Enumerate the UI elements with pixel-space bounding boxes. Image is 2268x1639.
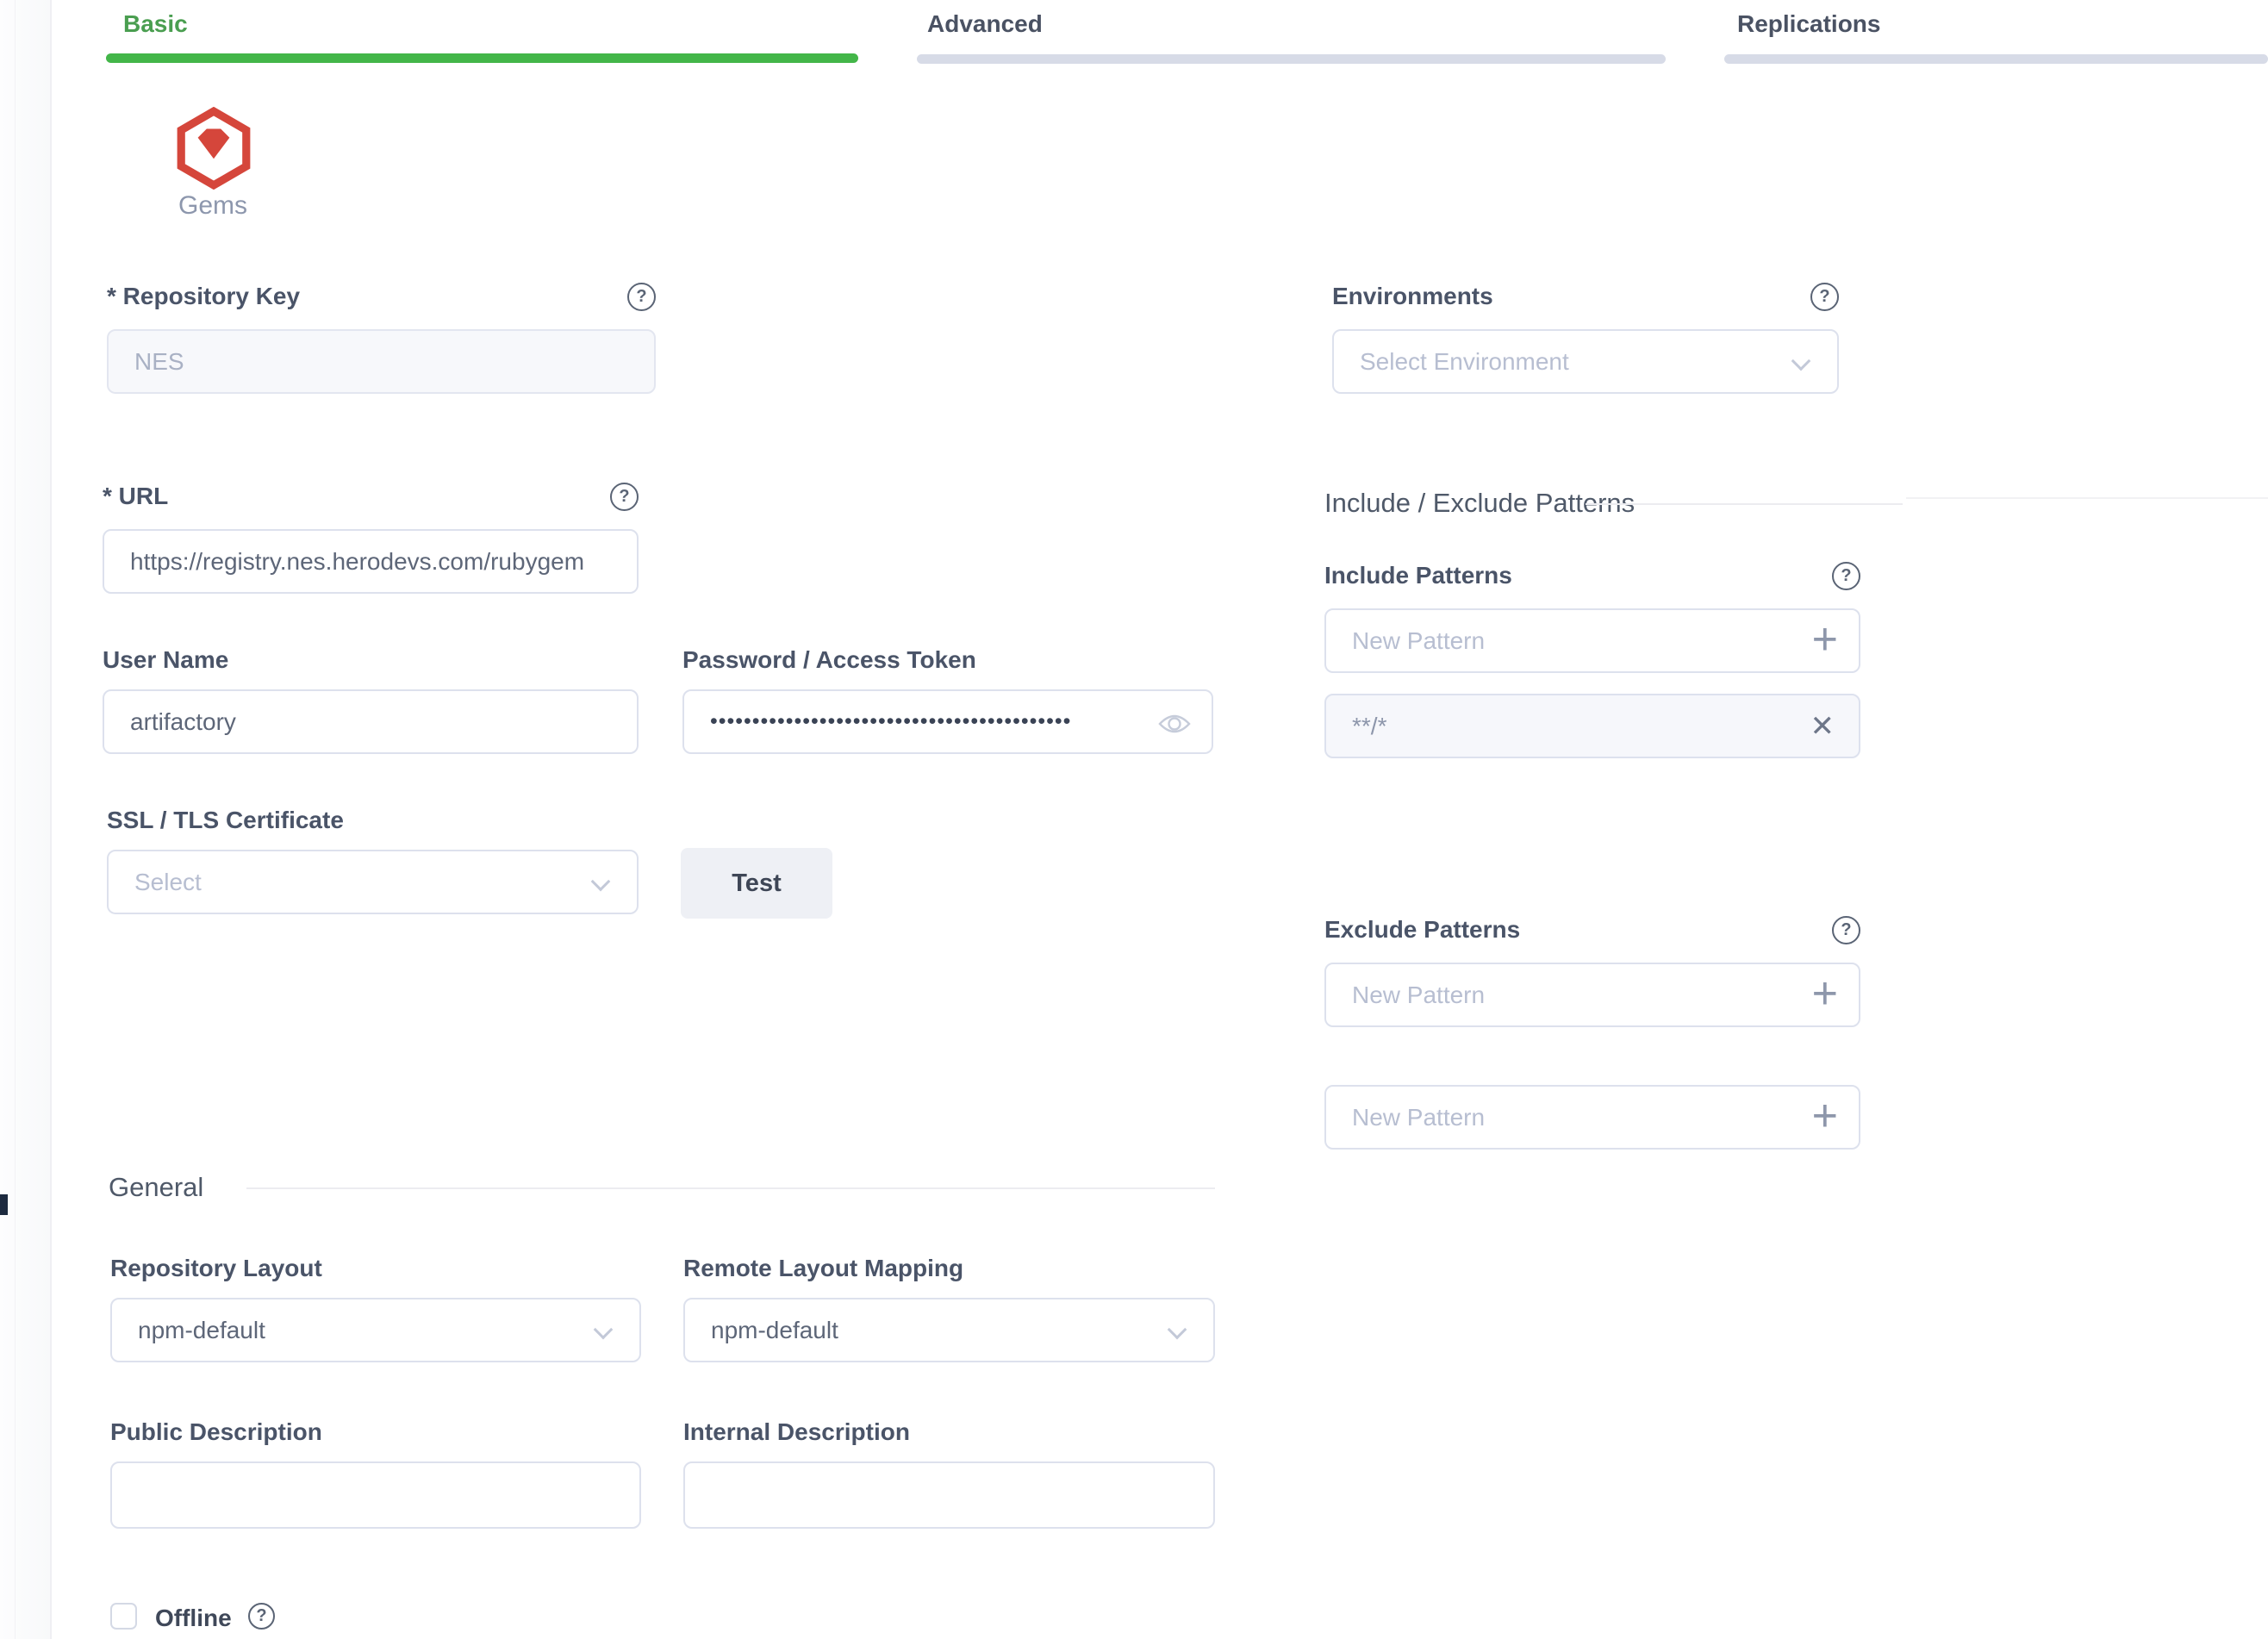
repository-layout-value: npm-default bbox=[138, 1316, 265, 1343]
tab-replications-underline bbox=[1724, 54, 2268, 64]
gutter-divider bbox=[15, 0, 16, 1639]
ssl-certificate-field: SSL / TLS Certificate Select bbox=[107, 805, 639, 914]
repository-layout-label: Repository Layout bbox=[110, 1255, 322, 1281]
remote-layout-mapping-label: Remote Layout Mapping bbox=[683, 1255, 964, 1281]
public-description-label: Public Description bbox=[110, 1418, 322, 1445]
repository-layout-select[interactable]: npm-default bbox=[110, 1298, 641, 1362]
offline-help-icon[interactable]: ? bbox=[248, 1603, 275, 1630]
chevron-down-icon bbox=[1791, 351, 1811, 371]
offline-label: Offline bbox=[155, 1605, 232, 1631]
password-label: Password / Access Token bbox=[682, 646, 976, 673]
background-element-fragment bbox=[0, 1194, 8, 1215]
include-patterns-field: Include Patterns ? + **/* ✕ bbox=[1324, 560, 1860, 758]
test-button[interactable]: Test bbox=[681, 848, 832, 919]
internal-description-input[interactable] bbox=[683, 1461, 1215, 1529]
user-name-field: User Name bbox=[103, 645, 639, 754]
environments-field: Environments ? Select Environment bbox=[1332, 281, 1839, 394]
repository-key-input-wrap bbox=[107, 329, 656, 394]
chevron-down-icon bbox=[1167, 1319, 1187, 1340]
offline-checkbox[interactable] bbox=[110, 1603, 137, 1630]
gems-package-icon bbox=[175, 106, 252, 194]
exclude-patterns-label: Exclude Patterns bbox=[1324, 916, 1521, 943]
environments-select[interactable]: Select Environment bbox=[1332, 329, 1839, 394]
repository-layout-field: Repository Layout npm-default bbox=[110, 1253, 641, 1362]
exclude-pattern-new-input-2[interactable] bbox=[1352, 1103, 1833, 1131]
remote-layout-mapping-select[interactable]: npm-default bbox=[683, 1298, 1215, 1362]
repository-key-input bbox=[134, 347, 628, 376]
url-input[interactable] bbox=[130, 547, 611, 576]
user-name-input[interactable] bbox=[130, 707, 611, 736]
remote-layout-mapping-field: Remote Layout Mapping npm-default bbox=[683, 1253, 1215, 1362]
public-description-field: Public Description bbox=[110, 1417, 641, 1533]
include-pattern-new-wrap: + bbox=[1324, 608, 1860, 673]
ssl-certificate-select[interactable]: Select bbox=[107, 850, 639, 914]
environments-label: Environments bbox=[1332, 283, 1493, 309]
add-include-pattern-icon[interactable]: + bbox=[1811, 614, 1838, 664]
public-description-input[interactable] bbox=[110, 1461, 641, 1529]
tab-advanced[interactable]: Advanced bbox=[927, 10, 1043, 37]
password-input-wrap: ••••••••••••••••••••••••••••••••••••••••… bbox=[682, 689, 1213, 754]
tab-basic[interactable]: Basic bbox=[123, 10, 188, 37]
url-input-wrap bbox=[103, 529, 639, 594]
password-field: Password / Access Token ••••••••••••••••… bbox=[682, 645, 1213, 754]
chevron-down-icon bbox=[590, 871, 611, 892]
user-name-input-wrap bbox=[103, 689, 639, 754]
exclude-pattern-new-input[interactable] bbox=[1352, 981, 1833, 1009]
user-name-label: User Name bbox=[103, 646, 229, 673]
package-type-label: Gems bbox=[178, 191, 247, 220]
add-exclude-pattern-icon[interactable]: + bbox=[1811, 968, 1838, 1019]
add-exclude-pattern-icon-2[interactable]: + bbox=[1811, 1090, 1838, 1141]
include-pattern-item: **/* ✕ bbox=[1324, 694, 1860, 758]
repository-key-label: * Repository Key bbox=[107, 283, 301, 309]
include-pattern-item-value: **/* bbox=[1352, 712, 1387, 739]
exclude-pattern-new-wrap: + bbox=[1324, 963, 1860, 1027]
page-left-gutter bbox=[0, 0, 52, 1639]
environments-placeholder: Select Environment bbox=[1360, 347, 1569, 375]
include-exclude-divider-right bbox=[1906, 497, 2268, 499]
remove-include-pattern-icon[interactable]: ✕ bbox=[1810, 709, 1835, 743]
ssl-certificate-placeholder: Select bbox=[134, 868, 202, 895]
exclude-pattern-new-wrap-2: + bbox=[1324, 1085, 1860, 1150]
include-patterns-help-icon[interactable]: ? bbox=[1832, 561, 1860, 590]
exclude-patterns-help-icon[interactable]: ? bbox=[1832, 915, 1860, 944]
tab-replications[interactable]: Replications bbox=[1737, 10, 1881, 37]
url-label: * URL bbox=[103, 483, 169, 509]
chevron-down-icon bbox=[593, 1319, 614, 1340]
include-patterns-label: Include Patterns bbox=[1324, 562, 1512, 589]
include-pattern-new-input[interactable] bbox=[1352, 626, 1833, 655]
general-section-title: General bbox=[109, 1172, 204, 1202]
internal-description-field: Internal Description bbox=[683, 1417, 1215, 1533]
url-field: * URL ? bbox=[103, 481, 639, 594]
remote-layout-mapping-value: npm-default bbox=[711, 1316, 838, 1343]
tab-advanced-underline bbox=[917, 54, 1666, 64]
eye-icon[interactable] bbox=[1158, 712, 1191, 742]
exclude-patterns-field: Exclude Patterns ? + + bbox=[1324, 914, 1860, 1150]
repository-key-field: * Repository Key ? bbox=[107, 281, 656, 394]
ssl-certificate-label: SSL / TLS Certificate bbox=[107, 807, 344, 833]
environments-help-icon[interactable]: ? bbox=[1810, 282, 1839, 311]
general-divider bbox=[246, 1187, 1215, 1189]
tab-basic-underline bbox=[106, 53, 858, 63]
password-masked-value[interactable]: ••••••••••••••••••••••••••••••••••••••••… bbox=[710, 709, 1072, 733]
include-exclude-section-title: Include / Exclude Patterns bbox=[1324, 488, 1636, 518]
include-exclude-divider bbox=[1586, 503, 1903, 505]
url-help-icon[interactable]: ? bbox=[610, 482, 639, 511]
repository-key-help-icon[interactable]: ? bbox=[627, 282, 656, 311]
internal-description-label: Internal Description bbox=[683, 1418, 910, 1445]
